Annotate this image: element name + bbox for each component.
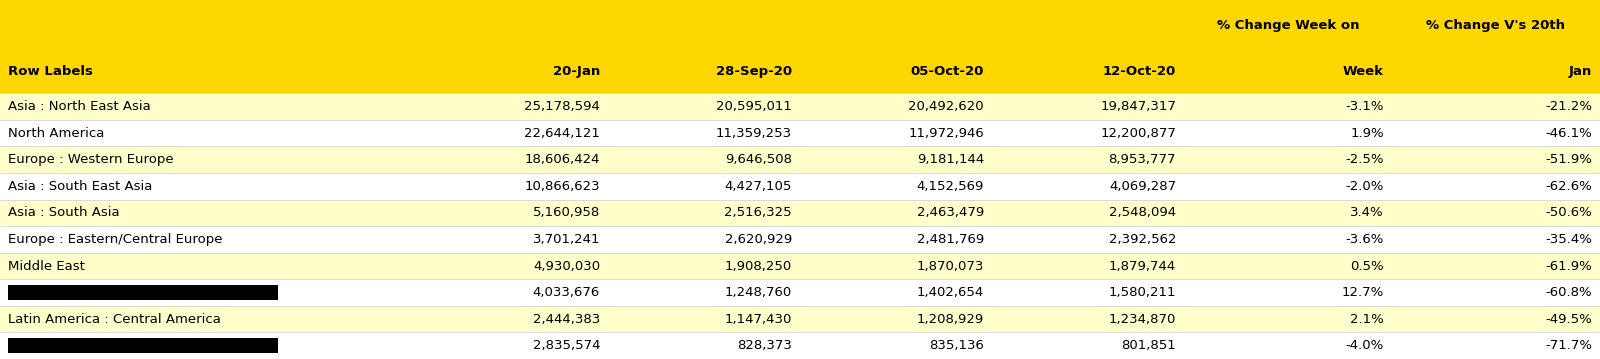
Bar [0,200,1600,226]
Text: -61.9%: -61.9% [1546,260,1592,272]
Text: -2.0%: -2.0% [1346,180,1384,193]
Bar [8,285,278,300]
Text: 2,835,574: 2,835,574 [533,339,600,352]
Text: 1,248,760: 1,248,760 [725,286,792,299]
Text: -4.0%: -4.0% [1346,339,1384,352]
Text: 3.4%: 3.4% [1350,206,1384,219]
Text: 4,033,676: 4,033,676 [533,286,600,299]
Text: 2,444,383: 2,444,383 [533,313,600,326]
Text: 801,851: 801,851 [1122,339,1176,352]
Bar [0,93,1600,120]
Bar [0,173,1600,200]
Text: 1,402,654: 1,402,654 [917,286,984,299]
Text: -3.6%: -3.6% [1346,233,1384,246]
Text: 12,200,877: 12,200,877 [1101,127,1176,140]
Bar [0,332,1600,359]
Text: % Change V's 20th: % Change V's 20th [1427,19,1565,32]
Text: Asia : South Asia: Asia : South Asia [8,206,120,219]
Text: 1,908,250: 1,908,250 [725,260,792,272]
Text: Latin America : Central America: Latin America : Central America [8,313,221,326]
Text: Europe : Western Europe: Europe : Western Europe [8,153,174,166]
Text: Europe : Eastern/Central Europe: Europe : Eastern/Central Europe [8,233,222,246]
Text: -21.2%: -21.2% [1546,100,1592,113]
Text: 8,953,777: 8,953,777 [1109,153,1176,166]
Text: 12.7%: 12.7% [1342,286,1384,299]
Text: 28-Sep-20: 28-Sep-20 [715,65,792,78]
Text: 0.5%: 0.5% [1350,260,1384,272]
Text: 20,595,011: 20,595,011 [717,100,792,113]
Text: 22,644,121: 22,644,121 [525,127,600,140]
Text: 2,516,325: 2,516,325 [725,206,792,219]
Text: -2.5%: -2.5% [1346,153,1384,166]
Text: -71.7%: -71.7% [1546,339,1592,352]
Text: Asia : North East Asia: Asia : North East Asia [8,100,150,113]
Text: 1,208,929: 1,208,929 [917,313,984,326]
Text: 1,234,870: 1,234,870 [1109,313,1176,326]
Text: Jan: Jan [1568,65,1592,78]
Bar [0,146,1600,173]
Bar [0,0,1600,93]
Text: 2.1%: 2.1% [1350,313,1384,326]
Text: Middle East: Middle East [8,260,85,272]
Text: 18,606,424: 18,606,424 [525,153,600,166]
Bar [0,253,1600,279]
Bar [0,120,1600,146]
Text: -50.6%: -50.6% [1546,206,1592,219]
Text: -3.1%: -3.1% [1346,100,1384,113]
Text: 4,427,105: 4,427,105 [725,180,792,193]
Text: Asia : South East Asia: Asia : South East Asia [8,180,152,193]
Text: -46.1%: -46.1% [1546,127,1592,140]
Text: 11,359,253: 11,359,253 [715,127,792,140]
Bar [0,226,1600,253]
Text: 9,181,144: 9,181,144 [917,153,984,166]
Text: -51.9%: -51.9% [1546,153,1592,166]
Text: -62.6%: -62.6% [1546,180,1592,193]
Text: 4,930,030: 4,930,030 [533,260,600,272]
Text: 9,646,508: 9,646,508 [725,153,792,166]
Text: 19,847,317: 19,847,317 [1101,100,1176,113]
Text: 2,392,562: 2,392,562 [1109,233,1176,246]
Text: 5,160,958: 5,160,958 [533,206,600,219]
Bar [0,279,1600,306]
Text: 4,152,569: 4,152,569 [917,180,984,193]
Text: 1,580,211: 1,580,211 [1109,286,1176,299]
Text: 2,481,769: 2,481,769 [917,233,984,246]
Text: -35.4%: -35.4% [1546,233,1592,246]
Text: 25,178,594: 25,178,594 [525,100,600,113]
Text: 828,373: 828,373 [738,339,792,352]
Bar [8,339,278,353]
Text: 1.9%: 1.9% [1350,127,1384,140]
Text: Row Labels: Row Labels [8,65,93,78]
Text: -60.8%: -60.8% [1546,286,1592,299]
Text: 835,136: 835,136 [930,339,984,352]
Text: 2,620,929: 2,620,929 [725,233,792,246]
Text: 10,866,623: 10,866,623 [525,180,600,193]
Bar [0,306,1600,332]
Text: 1,147,430: 1,147,430 [725,313,792,326]
Text: % Change Week on: % Change Week on [1216,19,1360,32]
Text: 2,548,094: 2,548,094 [1109,206,1176,219]
Text: 4,069,287: 4,069,287 [1109,180,1176,193]
Text: 1,879,744: 1,879,744 [1109,260,1176,272]
Text: 20,492,620: 20,492,620 [909,100,984,113]
Text: 05-Oct-20: 05-Oct-20 [910,65,984,78]
Text: 1,870,073: 1,870,073 [917,260,984,272]
Text: 12-Oct-20: 12-Oct-20 [1102,65,1176,78]
Text: Week: Week [1342,65,1384,78]
Text: 20-Jan: 20-Jan [552,65,600,78]
Text: North America: North America [8,127,104,140]
Text: 3,701,241: 3,701,241 [533,233,600,246]
Text: -49.5%: -49.5% [1546,313,1592,326]
Text: 11,972,946: 11,972,946 [909,127,984,140]
Text: 2,463,479: 2,463,479 [917,206,984,219]
